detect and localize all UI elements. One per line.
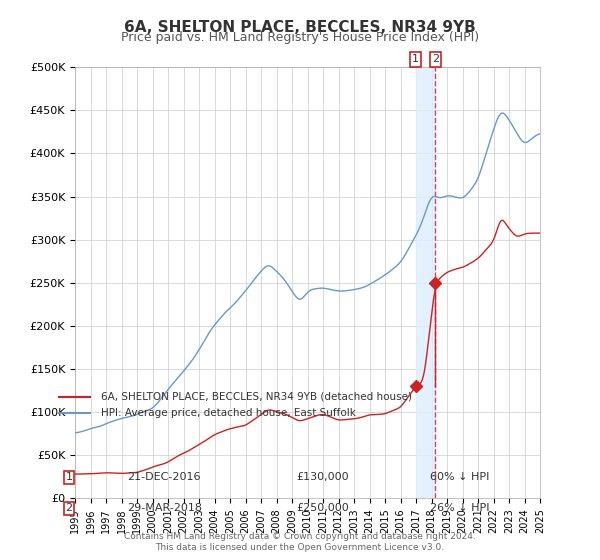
Text: 1: 1 — [412, 54, 419, 64]
Text: £250,000: £250,000 — [296, 503, 349, 513]
Text: 26% ↓ HPI: 26% ↓ HPI — [430, 503, 490, 513]
Bar — [416, 67, 436, 498]
Text: 21-DEC-2016: 21-DEC-2016 — [127, 473, 201, 482]
Text: HPI: Average price, detached house, East Suffolk: HPI: Average price, detached house, East… — [101, 408, 356, 418]
Text: 6A, SHELTON PLACE, BECCLES, NR34 9YB: 6A, SHELTON PLACE, BECCLES, NR34 9YB — [124, 20, 476, 35]
Text: 1: 1 — [65, 473, 73, 482]
Text: 2: 2 — [432, 54, 439, 64]
Text: 6A, SHELTON PLACE, BECCLES, NR34 9YB (detached house): 6A, SHELTON PLACE, BECCLES, NR34 9YB (de… — [101, 391, 412, 402]
Text: £130,000: £130,000 — [296, 473, 349, 482]
Text: 2: 2 — [65, 503, 73, 513]
Text: 60% ↓ HPI: 60% ↓ HPI — [430, 473, 490, 482]
Text: Price paid vs. HM Land Registry's House Price Index (HPI): Price paid vs. HM Land Registry's House … — [121, 31, 479, 44]
Text: Contains HM Land Registry data © Crown copyright and database right 2024.
This d: Contains HM Land Registry data © Crown c… — [124, 532, 476, 552]
Text: 29-MAR-2018: 29-MAR-2018 — [127, 503, 202, 513]
